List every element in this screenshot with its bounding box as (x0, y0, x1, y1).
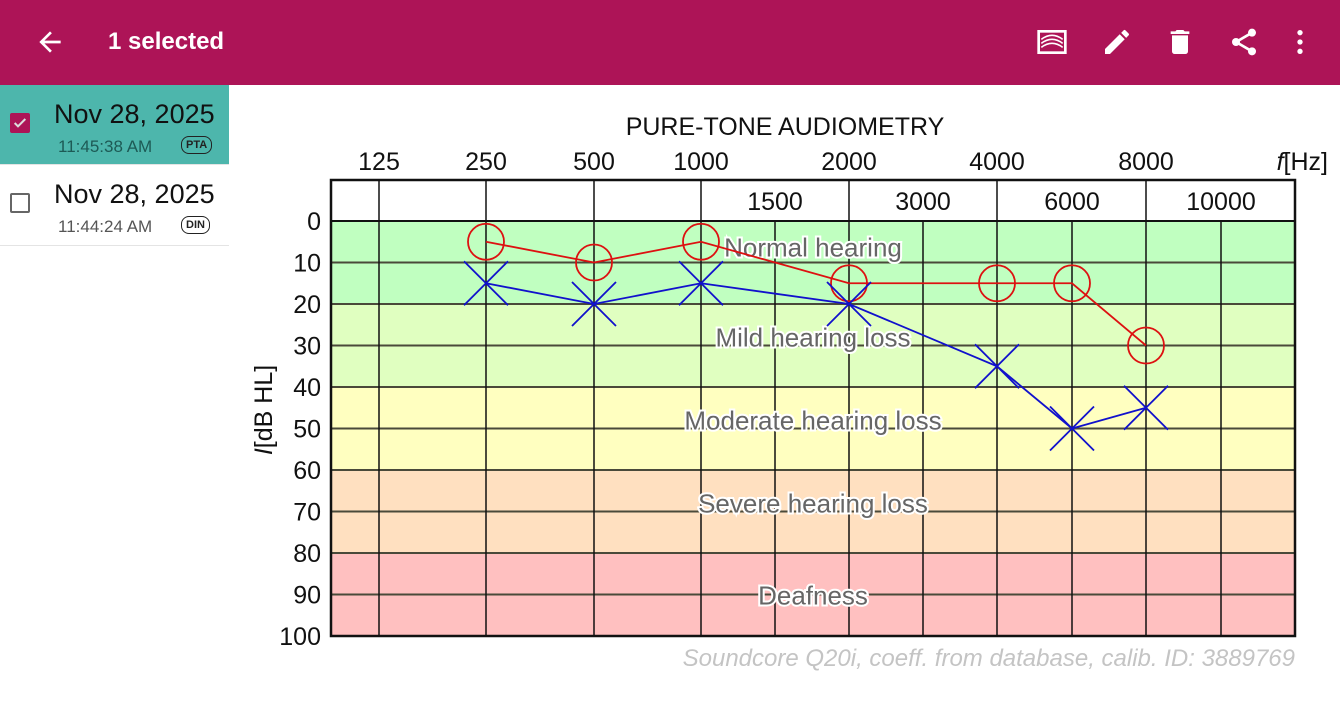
edit-icon[interactable] (1101, 26, 1133, 58)
delete-icon[interactable] (1164, 26, 1196, 58)
audiogram-view-icon[interactable] (1036, 26, 1068, 58)
right-ear-marker (1127, 326, 1165, 365)
series-line-0 (485, 240, 1147, 347)
band-deafness (331, 553, 1295, 636)
right-ear-marker (575, 243, 613, 282)
checkbox[interactable] (10, 193, 30, 213)
band-label: Deafness (758, 581, 868, 611)
right-ear-marker (1053, 264, 1091, 303)
chart-title: PURE-TONE AUDIOMETRY (626, 113, 945, 141)
right-ear-marker (830, 264, 868, 303)
x-tick-label: 125 (358, 148, 400, 176)
y-tick-label: 20 (293, 291, 321, 319)
check-icon (13, 118, 27, 128)
right-ear-marker (978, 264, 1016, 303)
y-tick-label: 0 (307, 208, 321, 236)
y-tick-label: 90 (293, 582, 321, 610)
left-ear-marker (1049, 405, 1095, 452)
y-tick-label: 30 (293, 333, 321, 361)
series-line-1 (485, 282, 1147, 430)
test-time: 11:44:24 AM (58, 217, 153, 236)
left-ear-marker (678, 260, 724, 306)
checkbox-checked[interactable] (10, 113, 30, 133)
y-tick-label: 40 (293, 374, 321, 402)
x-inner-tick-label: 10000 (1186, 188, 1256, 216)
test-date: Nov 28, 2025 (54, 179, 215, 209)
band-label: Normal hearing (724, 233, 902, 263)
left-ear-marker (1123, 385, 1169, 431)
y-tick-label: 10 (293, 250, 321, 278)
y-tick-label: 60 (293, 457, 321, 485)
x-inner-tick-label: 3000 (895, 188, 951, 216)
x-axis-label: f[Hz] (1277, 148, 1328, 176)
band-mild-hearing-loss (331, 304, 1295, 387)
more-options-icon[interactable] (1284, 26, 1316, 58)
x-tick-label: 2000 (821, 148, 877, 176)
share-icon[interactable] (1228, 26, 1260, 58)
x-inner-tick-label: 6000 (1044, 188, 1100, 216)
left-ear-marker (826, 281, 872, 327)
back-arrow-icon[interactable] (34, 26, 66, 58)
band-severe-hearing-loss (331, 470, 1295, 553)
app-bar: 1 selected (0, 0, 1340, 85)
y-tick-label: 80 (293, 540, 321, 568)
test-type-badge: PTA (181, 136, 213, 154)
test-list: Nov 28, 2025 11:45:38 AM PTA Nov 28, 202… (0, 85, 229, 246)
y-tick-label: 100 (279, 623, 321, 651)
list-item[interactable]: Nov 28, 2025 11:45:38 AM PTA (0, 85, 229, 165)
band-label: Mild hearing loss (715, 323, 910, 353)
plot-frame (329, 178, 1297, 638)
band-normal-hearing (331, 221, 1295, 304)
left-ear-marker (463, 260, 509, 306)
band-label: Moderate hearing loss (684, 406, 941, 436)
left-ear-marker (571, 281, 617, 327)
calibration-footnote: Soundcore Q20i, coeff. from database, ca… (683, 645, 1295, 672)
x-tick-label: 500 (573, 148, 615, 176)
list-item[interactable]: Nov 28, 2025 11:44:24 AM DIN (0, 165, 229, 246)
y-tick-label: 70 (293, 499, 321, 527)
x-tick-label: 8000 (1118, 148, 1174, 176)
x-inner-tick-label: 1500 (747, 188, 803, 216)
test-type-badge: DIN (181, 216, 210, 234)
right-ear-marker (467, 222, 505, 261)
test-date: Nov 28, 2025 (54, 99, 215, 129)
band-label: Severe hearing loss (698, 489, 928, 519)
test-time: 11:45:38 AM (58, 137, 153, 156)
selection-count-title: 1 selected (108, 28, 225, 55)
x-tick-label: 250 (465, 148, 507, 176)
x-tick-label: 1000 (673, 148, 729, 176)
left-ear-marker (974, 343, 1020, 389)
x-tick-label: 4000 (969, 148, 1025, 176)
band-moderate-hearing-loss (331, 387, 1295, 470)
y-tick-label: 50 (293, 416, 321, 444)
right-ear-marker (682, 222, 720, 261)
y-axis-label: I[dB HL] (250, 365, 278, 455)
